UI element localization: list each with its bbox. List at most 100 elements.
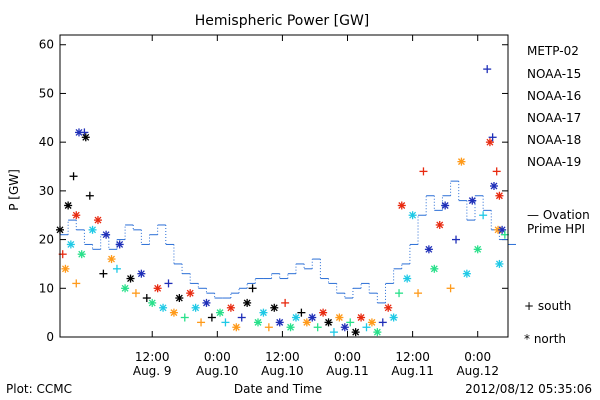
y-axis-label: P [GW] <box>7 169 21 211</box>
marker-stroke <box>495 260 503 268</box>
y-tick-label: 20 <box>39 233 54 247</box>
data-point-noaa-19-south <box>492 167 501 176</box>
marker-stroke <box>276 318 284 326</box>
marker-stroke <box>108 255 115 263</box>
marker-stroke <box>203 299 210 307</box>
data-point-metp-02-south <box>297 308 306 317</box>
data-point-noaa-18-south <box>446 284 455 293</box>
data-point-noaa-17-north <box>373 328 382 337</box>
marker-stroke <box>335 314 343 321</box>
marker-stroke <box>61 265 69 273</box>
data-point-noaa-19-north <box>485 138 494 147</box>
marker-stroke <box>186 289 194 297</box>
data-point-noaa-15-south <box>237 313 246 322</box>
marker-stroke <box>192 304 200 312</box>
data-point-noaa-16-north <box>66 240 75 249</box>
data-point-noaa-18-north <box>335 313 344 322</box>
marker-stroke <box>154 284 162 292</box>
data-point-noaa-15-north <box>468 196 477 205</box>
data-point-noaa-16-south <box>221 318 230 327</box>
data-point-metp-02-north <box>243 298 252 307</box>
legend-ovation-line2: Prime HPI <box>527 222 585 236</box>
marker-stroke <box>216 309 224 317</box>
plot-credit: Plot: CCMC <box>6 382 72 396</box>
marker-stroke <box>468 197 476 205</box>
marker-stroke <box>137 270 145 278</box>
data-point-metp-02-south <box>142 294 151 303</box>
data-point-noaa-16-north <box>495 259 504 268</box>
data-point-noaa-16-south <box>112 264 121 273</box>
x-axis-label: Date and Time <box>234 382 322 396</box>
marker-stroke <box>94 216 102 224</box>
marker-stroke <box>384 304 392 312</box>
x-tick-label-date: Aug.12 <box>456 364 499 378</box>
marker-stroke <box>75 128 83 136</box>
ovation-series <box>60 180 516 304</box>
legend-noaa-15: NOAA-15 <box>527 67 581 81</box>
marker-stroke <box>287 323 295 331</box>
legend-noaa-18: NOAA-18 <box>527 133 581 147</box>
data-point-noaa-15-north <box>137 269 146 278</box>
data-point-noaa-18-north <box>367 318 376 327</box>
marker-stroke <box>357 314 365 321</box>
legend-noaa-16: NOAA-16 <box>527 89 581 103</box>
x-tick-label-time: 0:00 <box>334 350 361 364</box>
x-tick-label-date: Aug.10 <box>196 364 239 378</box>
marker-stroke <box>227 304 235 312</box>
data-point-noaa-17-north <box>216 308 225 317</box>
data-point-noaa-16-north <box>259 308 268 317</box>
data-point-noaa-16-south <box>479 211 488 220</box>
data-point-noaa-16-south <box>329 328 338 337</box>
legend-ovation-line1: — Ovation <box>527 208 590 222</box>
marker-stroke <box>341 323 349 331</box>
data-point-noaa-15-north <box>424 245 433 254</box>
marker-stroke <box>102 231 110 239</box>
marker-stroke <box>495 192 503 200</box>
marker-stroke <box>170 309 178 317</box>
marker-stroke <box>390 314 398 321</box>
data-point-noaa-15-north <box>441 201 450 210</box>
marker-stroke <box>486 138 494 146</box>
x-tick-label-time: 12:00 <box>135 350 170 364</box>
marker-stroke <box>403 275 411 283</box>
x-tick-label-date: Aug. 9 <box>133 364 172 378</box>
data-point-noaa-15-south <box>452 235 461 244</box>
marker-stroke <box>243 299 251 307</box>
data-point-noaa-17-south <box>346 318 355 327</box>
marker-stroke <box>89 226 97 234</box>
marker-stroke <box>425 245 433 253</box>
data-point-noaa-18-south <box>72 279 81 288</box>
marker-stroke <box>498 226 506 234</box>
data-point-noaa-18-south <box>414 289 423 298</box>
marker-stroke <box>430 265 438 273</box>
data-point-metp-02-north <box>351 328 360 337</box>
marker-stroke <box>409 211 417 219</box>
data-point-noaa-18-north <box>457 157 466 166</box>
data-point-noaa-19-north <box>357 313 366 322</box>
x-tick-label-time: 12:00 <box>265 350 300 364</box>
data-point-noaa-16-south <box>362 323 371 332</box>
marker-stroke <box>72 211 80 219</box>
data-point-noaa-15-north <box>115 240 124 249</box>
marker-stroke <box>64 202 72 209</box>
data-point-noaa-17-north <box>286 323 295 332</box>
marker-stroke <box>270 304 278 312</box>
marker-stroke <box>373 328 381 336</box>
x-tick-label-date: Aug.11 <box>326 364 369 378</box>
data-point-noaa-17-north <box>430 264 439 273</box>
data-point-noaa-15-south <box>378 318 387 327</box>
data-point-noaa-15-south <box>488 133 497 142</box>
marker-stroke <box>463 270 471 278</box>
data-point-noaa-18-south <box>264 323 273 332</box>
marker-stroke <box>159 304 167 312</box>
legend-south: + south <box>524 299 571 313</box>
data-point-noaa-17-north <box>254 318 263 327</box>
data-point-noaa-19-north <box>72 211 81 220</box>
x-tick-label-date: Aug.11 <box>391 364 434 378</box>
data-point-metp-02-south <box>69 172 78 181</box>
data-point-noaa-16-north <box>408 211 417 220</box>
data-point-noaa-15-north <box>489 182 498 190</box>
data-point-noaa-19-north <box>495 191 504 200</box>
data-point-noaa-17-south <box>313 323 322 332</box>
marker-stroke <box>67 240 75 248</box>
